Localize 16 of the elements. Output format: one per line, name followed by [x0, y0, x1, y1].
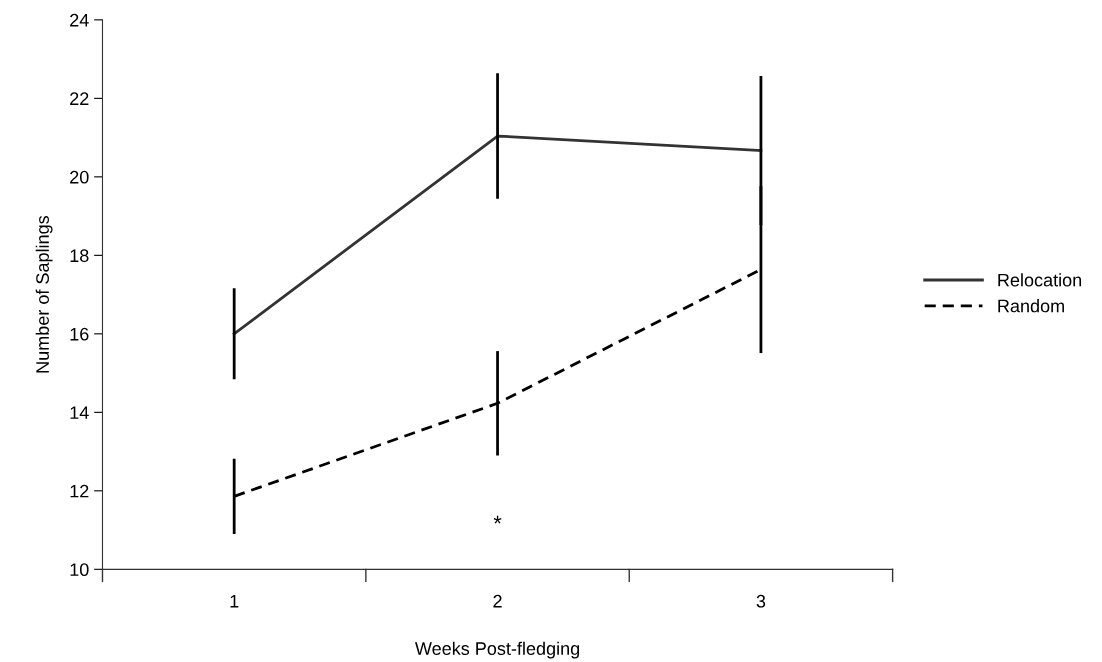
y-tick-label: 18 [70, 249, 89, 263]
legend-label: Random [998, 299, 1064, 313]
x-tick-label: 1 [230, 594, 239, 608]
x-tick-label: 2 [493, 594, 502, 608]
y-tick-label: 16 [70, 327, 89, 341]
y-axis-title: Number of Saplings [35, 215, 53, 373]
annotation: * [493, 515, 502, 524]
y-tick-label: 14 [70, 406, 89, 419]
y-tick-label: 20 [70, 170, 89, 184]
legend-label: Relocation [998, 273, 1082, 287]
x-tick-label: 3 [756, 594, 766, 608]
y-tick-label: 10 [70, 563, 89, 577]
y-tick-label: 12 [70, 484, 89, 498]
y-tick-label: 22 [70, 92, 89, 105]
y-tick-label: 24 [70, 13, 89, 27]
x-axis-title: Weeks Post-fledging [415, 641, 580, 659]
